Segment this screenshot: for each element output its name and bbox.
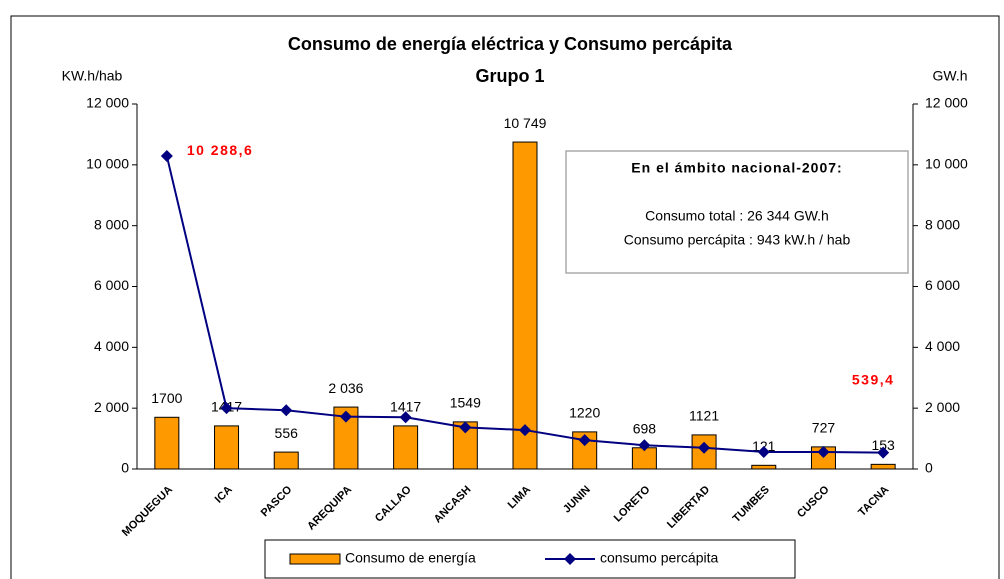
marker	[817, 445, 830, 458]
line-label: 10 288,6	[187, 142, 254, 158]
legend	[264, 539, 796, 579]
y-tick-label: 8 000	[94, 216, 129, 232]
marker	[877, 446, 890, 459]
chart-title: Consumo de energía eléctrica y Consumo p…	[288, 34, 733, 54]
legend-label: consumo percápita	[600, 550, 719, 566]
chart-border	[10, 15, 1000, 579]
bar-label: 2 036	[328, 380, 363, 396]
bar-label: 153	[871, 437, 895, 453]
bar-label: 1549	[450, 395, 481, 411]
annotation: Consumo total : 26 344 GW.h	[645, 208, 829, 224]
y2-tick-label: 0	[925, 460, 933, 476]
annotation-box	[565, 150, 909, 274]
marker	[757, 445, 770, 458]
bar	[214, 425, 240, 470]
bar-label: 121	[752, 438, 776, 454]
bar	[751, 464, 777, 470]
bar	[512, 141, 538, 470]
marker	[578, 434, 591, 447]
marker	[339, 410, 352, 423]
y2-tick-label: 6 000	[925, 277, 960, 293]
legend-label: Consumo de energía	[345, 550, 476, 566]
bar-label: 1417	[390, 399, 421, 415]
legend-marker	[564, 553, 576, 565]
annotation: En el ámbito nacional-2007:	[631, 160, 842, 176]
y-tick-label: 2 000	[94, 399, 129, 415]
bar	[870, 463, 896, 470]
y-tick-label: 4 000	[94, 338, 129, 354]
bar	[273, 451, 299, 470]
y2-tick-label: 10 000	[925, 156, 968, 172]
y2-tick-label: 4 000	[925, 338, 960, 354]
bar-label: 727	[812, 420, 836, 436]
y-axis-title: KW.h/hab	[62, 68, 123, 84]
bar	[393, 425, 419, 470]
chart-subtitle: Grupo 1	[475, 66, 544, 86]
y2-tick-label: 8 000	[925, 216, 960, 232]
marker	[160, 150, 173, 163]
y2-tick-label: 12 000	[925, 95, 968, 111]
bar-label: 556	[275, 425, 299, 441]
y-tick-label: 6 000	[94, 277, 129, 293]
annotation: Consumo percápita : 943 kW.h / hab	[624, 232, 851, 248]
y-tick-label: 10 000	[86, 156, 129, 172]
marker	[280, 404, 293, 417]
marker	[638, 439, 651, 452]
marker	[220, 402, 233, 415]
y2-axis-title: GW.h	[932, 68, 967, 84]
marker	[698, 441, 711, 454]
y-tick-label: 0	[121, 460, 129, 476]
bar	[154, 416, 180, 470]
bar-label: 1121	[689, 408, 719, 424]
bar-label: 1700	[151, 390, 182, 406]
legend-swatch	[289, 553, 341, 565]
marker	[399, 411, 412, 424]
bar-label: 698	[633, 420, 657, 436]
marker	[459, 421, 472, 434]
y2-tick-label: 2 000	[925, 399, 960, 415]
line-label: 539,4	[852, 371, 895, 387]
bar-label: 10 749	[504, 115, 547, 131]
bar-label: 1220	[569, 405, 600, 421]
marker	[519, 424, 531, 437]
y-tick-label: 12 000	[86, 95, 129, 111]
